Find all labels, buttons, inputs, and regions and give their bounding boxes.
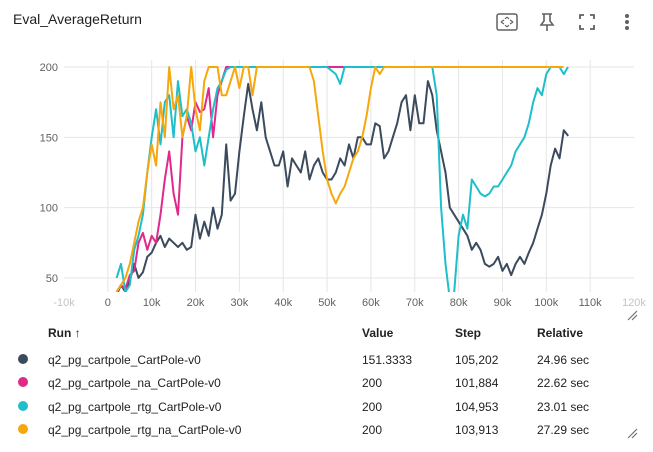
series-color-dot — [18, 353, 28, 364]
x-tick-label: 110k — [579, 297, 603, 309]
y-tick-label: 50 — [46, 273, 58, 285]
x-tick-label: 80k — [450, 297, 468, 309]
runs-table: Run ↑ Value Step Relative q2_pg_cartpole… — [10, 325, 637, 442]
series-line[interactable] — [115, 66, 564, 292]
run-step: 103,913 — [455, 423, 499, 438]
run-value: 151.3333 — [362, 352, 413, 367]
x-tick-label: 30k — [231, 297, 249, 309]
run-value: 200 — [362, 376, 383, 391]
x-tick-label: 40k — [274, 297, 292, 309]
x-tick-label: 60k — [362, 297, 380, 309]
more-vert-icon — [625, 14, 629, 30]
run-color-swatch — [10, 395, 48, 419]
table-row[interactable]: q2_pg_cartpole_rtg_CartPole-v0 200 104,9… — [10, 395, 637, 419]
header-swatch — [10, 325, 48, 348]
card-title: Eval_AverageReturn — [13, 11, 142, 27]
series-color-dot — [18, 377, 28, 388]
series-line[interactable] — [115, 66, 569, 299]
more-button[interactable] — [611, 8, 643, 36]
y-tick-label: 200 — [40, 62, 58, 74]
run-name: q2_pg_cartpole_na_CartPole-v0 — [48, 376, 221, 391]
fullscreen-icon — [579, 14, 595, 30]
series-color-dot — [18, 424, 28, 435]
x-tick-label: 120k — [622, 297, 646, 309]
header-run[interactable]: Run ↑ — [48, 326, 81, 340]
table-resize-icon[interactable] — [626, 427, 638, 439]
run-value: 200 — [362, 399, 383, 414]
run-relative: 23.01 sec — [537, 399, 590, 414]
y-axis-ticks: 50 100 150 200 — [40, 62, 58, 285]
chart-resize-icon[interactable] — [626, 309, 638, 321]
run-relative: 24.96 sec — [537, 352, 590, 367]
table-row[interactable]: q2_pg_cartpole_CartPole-v0 151.3333 105,… — [10, 348, 637, 372]
run-relative: 27.29 sec — [537, 423, 590, 438]
y-tick-label: 150 — [40, 132, 58, 144]
pin-icon — [539, 13, 555, 31]
chart-area[interactable]: 50 100 150 200 -10k 0 10k 20k 30k 40k 50k 60k 70k 80… — [0, 40, 653, 322]
y-tick-label: 100 — [40, 203, 58, 215]
card-toolbar — [491, 8, 643, 36]
run-name: q2_pg_cartpole_rtg_CartPole-v0 — [48, 399, 222, 414]
series-line[interactable] — [116, 80, 569, 295]
header-step[interactable]: Step — [455, 326, 482, 340]
run-name: q2_pg_cartpole_rtg_na_CartPole-v0 — [48, 423, 242, 438]
x-tick-label: 70k — [406, 297, 424, 309]
run-step: 104,953 — [455, 399, 499, 414]
table-row[interactable]: q2_pg_cartpole_na_CartPole-v0 200 101,88… — [10, 372, 637, 396]
fullscreen-button[interactable] — [571, 8, 603, 36]
run-color-swatch — [10, 348, 48, 372]
series-color-dot — [18, 400, 28, 411]
x-tick-label: 10k — [143, 297, 161, 309]
x-axis-ticks: -10k 0 10k 20k 30k 40k 50k 60k 70k 80k 90k 100k 110k… — [53, 297, 646, 309]
fit-domain-button[interactable] — [491, 8, 523, 36]
table-row[interactable]: q2_pg_cartpole_rtg_na_CartPole-v0 200 10… — [10, 419, 637, 443]
header-relative[interactable]: Relative — [537, 326, 584, 340]
table-header-row: Run ↑ Value Step Relative — [10, 325, 637, 348]
run-value: 200 — [362, 423, 383, 438]
run-relative: 22.62 sec — [537, 376, 590, 391]
run-step: 101,884 — [455, 376, 499, 391]
run-name: q2_pg_cartpole_CartPole-v0 — [48, 352, 201, 367]
x-tick-label: 100k — [534, 297, 558, 309]
line-chart[interactable]: 50 100 150 200 -10k 0 10k 20k 30k 40k 50k 60k 70k 80… — [0, 40, 653, 322]
pin-button[interactable] — [531, 8, 563, 36]
x-tick-label: 90k — [494, 297, 512, 309]
run-color-swatch — [10, 419, 48, 443]
x-tick-label: 20k — [187, 297, 205, 309]
series-group — [115, 66, 569, 299]
series-line[interactable] — [115, 66, 555, 292]
x-tick-label: -10k — [53, 297, 75, 309]
fit-domain-icon — [496, 13, 518, 31]
x-tick-label: 0 — [105, 297, 111, 309]
run-step: 105,202 — [455, 352, 499, 367]
x-tick-label: 50k — [318, 297, 336, 309]
run-color-swatch — [10, 372, 48, 396]
header-value[interactable]: Value — [362, 326, 394, 340]
